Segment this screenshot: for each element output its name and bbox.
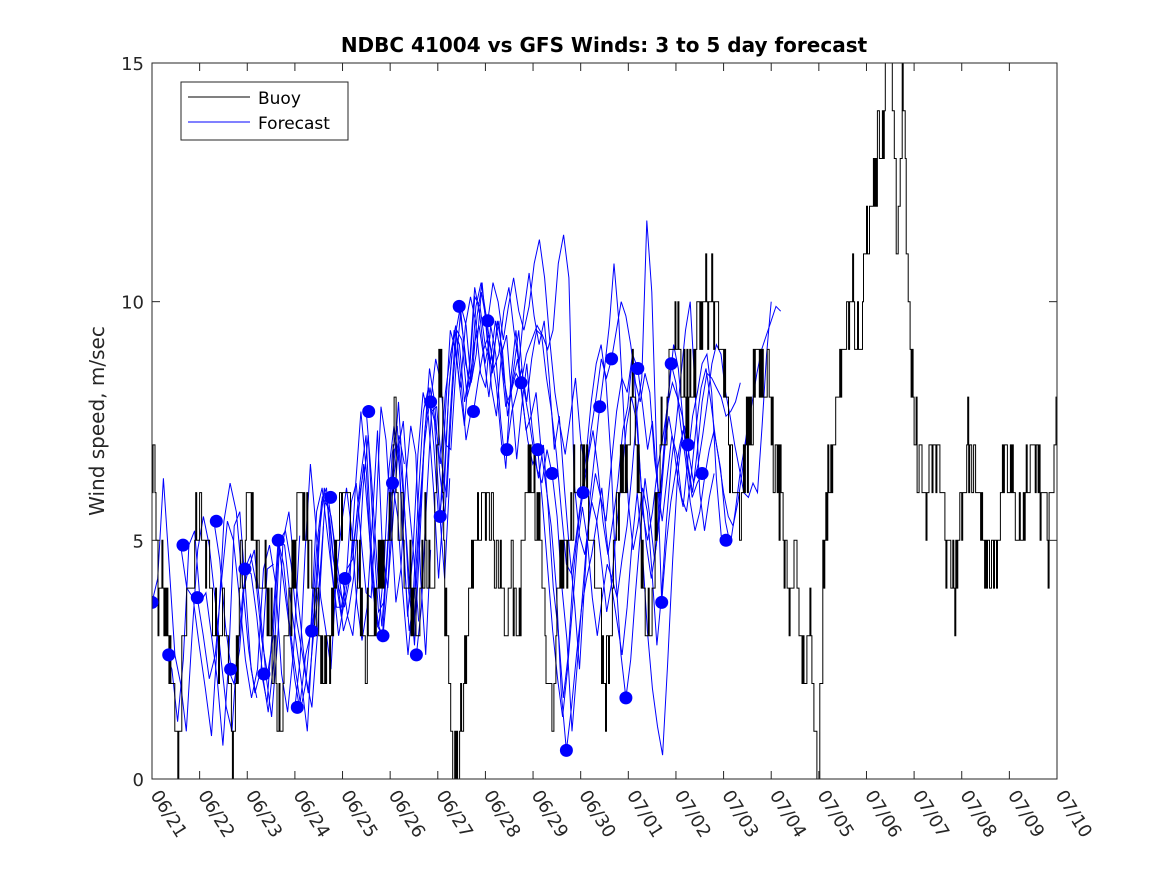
- forecast-marker-21: [481, 314, 495, 328]
- y-tick-label-0: 0: [133, 770, 144, 791]
- forecast-line-19: [458, 306, 584, 698]
- forecast-marker-23: [514, 376, 528, 390]
- forecast-marker-28: [593, 400, 607, 414]
- legend: Buoy Forecast: [180, 81, 349, 141]
- forecast-line-26: [565, 430, 689, 756]
- forecast-marker-12: [338, 572, 352, 585]
- forecast-line-33: [670, 305, 782, 531]
- y-tick-label-2: 10: [121, 293, 144, 314]
- forecast-marker-2: [176, 538, 190, 552]
- legend-box: [180, 81, 349, 141]
- forecast-line-10: [311, 406, 432, 655]
- forecast-line-2: [180, 482, 274, 737]
- forecast-marker-24: [531, 443, 545, 457]
- forecast-marker-11: [324, 490, 338, 504]
- forecast-marker-5: [224, 662, 238, 676]
- forecast-marker-3: [190, 591, 204, 605]
- forecast-marker-15: [386, 476, 399, 490]
- forecast-line-21: [487, 239, 613, 474]
- forecast-line-17: [430, 292, 553, 484]
- forecast-marker-25: [545, 467, 559, 480]
- forecast-marker-8: [271, 533, 285, 547]
- forecast-marker-6: [238, 562, 252, 576]
- forecast-marker-9: [290, 700, 304, 714]
- forecast-marker-31: [631, 362, 645, 375]
- legend-forecast-label: Forecast: [258, 114, 330, 134]
- forecast-marker-17: [424, 395, 438, 409]
- forecast-marker-14: [376, 629, 390, 643]
- y-axis-label: Wind speed, m/sec: [85, 326, 109, 516]
- forecast-marker-36: [719, 533, 733, 547]
- forecast-line-30: [625, 344, 741, 698]
- buoy-series: [152, 63, 1057, 779]
- legend-buoy-label: Buoy: [258, 89, 301, 109]
- forecast-marker-7: [257, 667, 271, 681]
- forecast-line-24: [537, 220, 663, 717]
- y-tick-label-3: 15: [121, 54, 144, 75]
- y-tick-label-1: 5: [133, 531, 144, 552]
- forecast-marker-10: [305, 624, 319, 638]
- forecast-markers: [152, 299, 733, 757]
- forecast-marker-27: [576, 486, 590, 500]
- forecast-line-32: [661, 301, 772, 603]
- forecast-marker-13: [362, 405, 376, 418]
- chart-title: NDBC 41004 vs GFS Winds: 3 to 5 day fore…: [341, 33, 868, 57]
- plot-area: [152, 63, 1057, 779]
- forecast-line-3: [196, 521, 301, 713]
- forecast-line-16: [415, 282, 539, 655]
- forecast-marker-19: [452, 299, 466, 313]
- forecast-marker-18: [433, 510, 447, 523]
- forecast-marker-26: [559, 743, 573, 757]
- forecast-marker-16: [409, 648, 423, 662]
- forecast-marker-0: [152, 595, 159, 609]
- forecast-marker-29: [605, 352, 619, 366]
- forecast-marker-20: [467, 405, 480, 418]
- forecast-line-23: [520, 234, 639, 555]
- forecast-marker-33: [664, 357, 678, 371]
- forecast-marker-4: [209, 514, 223, 528]
- buoy-line: [152, 63, 1057, 779]
- forecast-marker-35: [695, 467, 709, 480]
- forecast-marker-1: [162, 648, 176, 662]
- plot-frame: [151, 62, 1058, 780]
- forecast-marker-34: [681, 438, 695, 452]
- forecast-line-29: [611, 301, 727, 541]
- forecast-marker-30: [619, 691, 633, 705]
- forecast-marker-32: [655, 595, 669, 609]
- forecast-marker-22: [500, 443, 514, 457]
- forecast-line-7: [261, 411, 384, 703]
